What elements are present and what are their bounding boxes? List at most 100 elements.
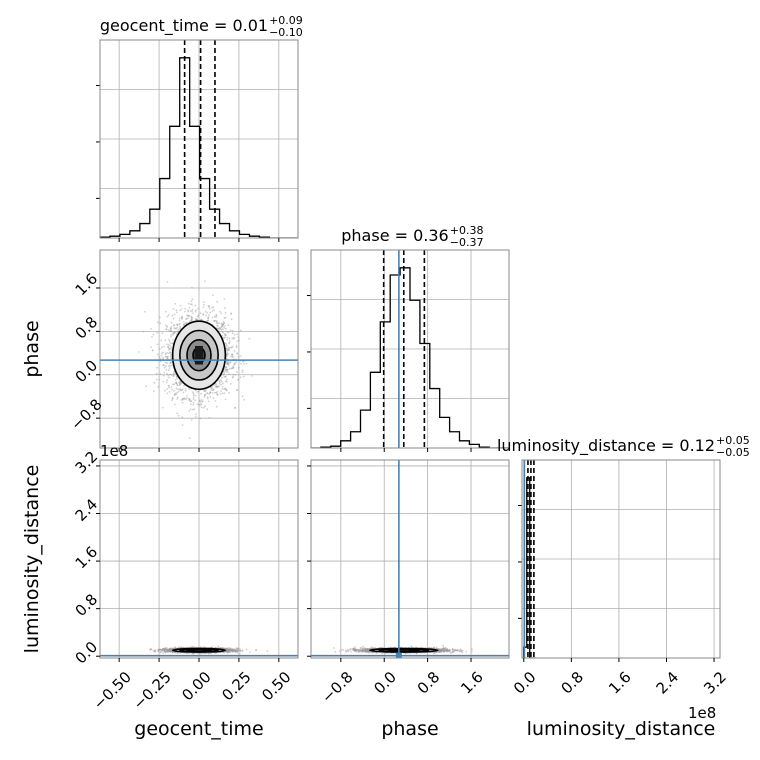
scatter-point bbox=[168, 650, 170, 653]
scatter-point bbox=[161, 650, 163, 653]
scatter-point bbox=[188, 302, 190, 305]
scatter-point bbox=[225, 327, 227, 330]
scatter-point bbox=[220, 328, 223, 331]
scatter-point bbox=[163, 649, 166, 652]
scatter-point bbox=[221, 376, 223, 379]
scatter-point bbox=[224, 324, 227, 327]
scatter-point bbox=[232, 650, 235, 653]
scatter-point bbox=[222, 332, 224, 334]
scatter-point bbox=[229, 361, 232, 364]
scatter-point bbox=[230, 649, 233, 651]
scatter-point bbox=[161, 649, 164, 651]
scatter-point bbox=[208, 306, 211, 308]
scatter-point bbox=[222, 374, 225, 376]
scatter-point bbox=[181, 388, 184, 390]
scatter-point bbox=[234, 650, 237, 653]
scatter-point bbox=[169, 361, 172, 364]
scatter-point bbox=[236, 650, 239, 653]
scatter-point bbox=[232, 355, 235, 358]
scatter-point bbox=[225, 380, 227, 383]
scatter-point bbox=[222, 328, 224, 331]
scatter-point bbox=[179, 327, 182, 330]
scatter-point bbox=[172, 308, 175, 310]
scatter-point bbox=[180, 389, 183, 392]
scatter-point bbox=[233, 350, 236, 352]
scatter-point bbox=[170, 648, 173, 650]
scatter-point bbox=[203, 394, 206, 396]
scatter-point bbox=[224, 342, 227, 345]
scatter-point bbox=[192, 394, 195, 397]
scatter-point bbox=[226, 648, 228, 651]
scatter-point bbox=[228, 648, 230, 651]
scatter-point bbox=[214, 385, 217, 388]
scatter-point bbox=[163, 366, 166, 369]
scatter-point bbox=[241, 649, 244, 652]
scatter-point bbox=[225, 366, 227, 368]
scatter-point bbox=[216, 325, 219, 328]
scatter-point bbox=[241, 650, 244, 652]
scatter-point bbox=[165, 328, 168, 331]
scatter-point bbox=[236, 340, 239, 343]
scatter-point bbox=[225, 380, 228, 383]
scatter-point bbox=[169, 355, 172, 358]
scatter-point bbox=[226, 336, 229, 339]
scatter-point bbox=[166, 343, 168, 346]
scatter-point bbox=[160, 354, 163, 357]
scatter-point bbox=[178, 388, 181, 390]
scatter-point bbox=[161, 356, 164, 359]
scatter-point bbox=[206, 392, 209, 395]
scatter-point bbox=[223, 333, 226, 335]
scatter-point bbox=[170, 334, 172, 336]
scatter-point bbox=[173, 313, 176, 316]
scatter-point bbox=[182, 398, 184, 401]
scatter-point bbox=[165, 648, 168, 651]
scatter-point bbox=[226, 361, 229, 364]
scatter-point bbox=[173, 327, 175, 329]
scatter-point bbox=[185, 317, 188, 320]
scatter-point bbox=[195, 318, 198, 321]
scatter-point bbox=[245, 648, 248, 651]
scatter-point bbox=[167, 648, 170, 651]
scatter-point bbox=[227, 364, 230, 367]
scatter-point bbox=[173, 394, 176, 397]
scatter-point bbox=[199, 400, 202, 403]
scatter-point bbox=[191, 316, 194, 319]
scatter-point bbox=[170, 335, 172, 338]
scatter-point bbox=[165, 355, 168, 358]
scatter-point bbox=[167, 649, 170, 651]
density-peak bbox=[195, 345, 203, 365]
scatter-point bbox=[223, 322, 226, 324]
scatter-point bbox=[168, 340, 171, 343]
scatter-point bbox=[228, 649, 231, 652]
scatter-point bbox=[163, 647, 166, 650]
scatter-point bbox=[165, 650, 168, 653]
scatter-point bbox=[168, 647, 171, 650]
scatter-point bbox=[170, 649, 173, 652]
scatter-point bbox=[239, 649, 242, 652]
scatter-point bbox=[226, 351, 228, 353]
scatter-point bbox=[241, 395, 244, 398]
scatter-point bbox=[239, 649, 241, 652]
scatter-point bbox=[223, 388, 226, 391]
scatter-point bbox=[162, 374, 165, 377]
scatter-point bbox=[195, 309, 198, 312]
scatter-point bbox=[217, 645, 220, 648]
scatter-point bbox=[190, 400, 193, 402]
scatter-point bbox=[237, 336, 240, 339]
scatter-point bbox=[231, 345, 234, 348]
scatter-point bbox=[180, 315, 183, 318]
scatter-point bbox=[219, 379, 222, 382]
scatter-point bbox=[159, 649, 162, 651]
scatter-point bbox=[188, 399, 191, 402]
scatter-point bbox=[163, 649, 166, 652]
scatter-point bbox=[232, 366, 235, 369]
scatter-point bbox=[174, 392, 177, 395]
scatter-point bbox=[191, 308, 194, 311]
scatter-point bbox=[153, 381, 156, 384]
panel-1-0 bbox=[100, 250, 298, 448]
scatter-point bbox=[166, 325, 169, 328]
scatter-point bbox=[219, 310, 222, 313]
scatter-point bbox=[233, 363, 236, 365]
scatter-point bbox=[166, 355, 169, 358]
scatter-point bbox=[200, 392, 203, 395]
